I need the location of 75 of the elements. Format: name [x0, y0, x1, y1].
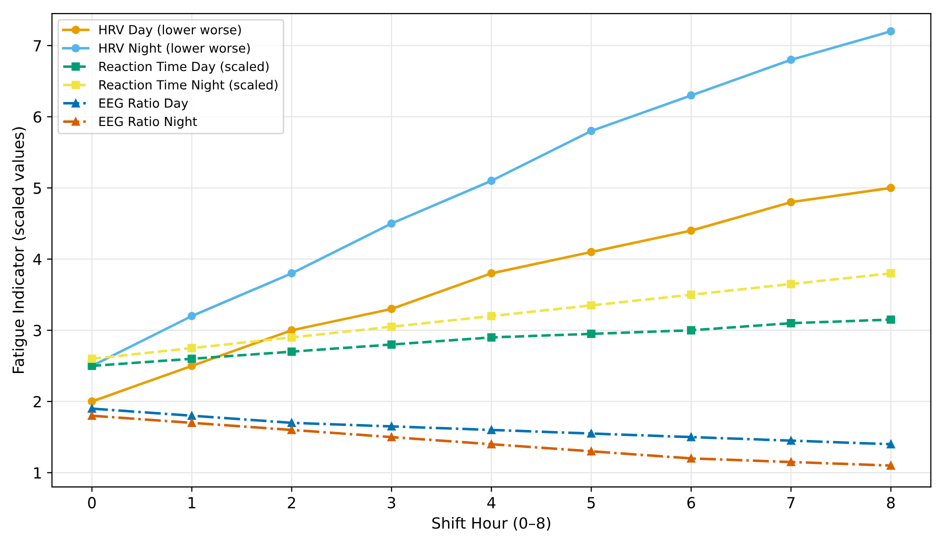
point: [188, 344, 196, 352]
x-tick-label: 3: [388, 496, 396, 508]
point: [487, 426, 496, 434]
point: [786, 319, 796, 328]
x-tick-label: 8: [887, 496, 895, 508]
legend-label: HRV Night (lower worse): [99, 43, 250, 56]
point: [686, 454, 696, 463]
point: [686, 226, 696, 235]
point: [387, 219, 396, 228]
point: [786, 280, 796, 288]
x-tick-label: 5: [588, 497, 595, 508]
point: [188, 354, 196, 363]
point: [188, 418, 196, 427]
point: [387, 322, 396, 331]
point: [387, 432, 396, 442]
legend-label: Reaction Time Night (scaled): [99, 80, 278, 92]
point: [686, 91, 696, 100]
point: [387, 340, 396, 349]
point: [886, 461, 896, 470]
y-tick-label: 2: [34, 396, 41, 408]
point: [88, 412, 96, 420]
point: [188, 362, 196, 370]
x-tick-label: 1: [188, 497, 196, 508]
point: [487, 312, 496, 320]
legend-label: HRV Day (lower worse): [99, 24, 241, 37]
point: [786, 458, 796, 466]
x-tick-label: 6: [687, 496, 696, 508]
y-tick-label: 3: [34, 324, 42, 336]
point: [88, 397, 96, 406]
x-tick-label: 4: [487, 497, 496, 508]
x-tick-label: 2: [288, 496, 295, 508]
point: [487, 176, 496, 185]
y-axis-title: Fatigue Indicator (scaled values): [12, 127, 27, 373]
point: [786, 56, 796, 64]
y-tick-label: 6: [34, 111, 42, 123]
point: [287, 333, 296, 342]
point: [686, 432, 696, 442]
point: [88, 404, 96, 413]
y-tick-label: 5: [34, 182, 41, 194]
point: [886, 269, 896, 278]
y-tick-label: 1: [34, 467, 41, 478]
point: [886, 440, 896, 448]
point: [587, 330, 596, 338]
point: [287, 347, 296, 356]
point: [886, 315, 896, 324]
x-tick-label: 0: [88, 496, 96, 508]
point: [287, 269, 296, 278]
point: [686, 290, 696, 299]
point: [188, 412, 196, 420]
point: [587, 126, 596, 136]
point: [587, 429, 596, 438]
x-tick-label: 7: [787, 497, 795, 508]
legend-label: EEG Ratio Night: [99, 116, 198, 129]
x-axis-title: Shift Hour (0–8): [432, 516, 550, 531]
point: [287, 418, 296, 427]
point: [587, 447, 596, 456]
point: [487, 333, 496, 342]
point: [387, 304, 396, 314]
point: [587, 301, 596, 310]
point: [287, 426, 296, 434]
point: [786, 198, 796, 206]
point: [686, 326, 696, 334]
legend-label: EEG Ratio Day: [99, 98, 188, 110]
point: [188, 312, 196, 320]
y-tick-label: 4: [33, 254, 42, 265]
point: [786, 436, 796, 445]
point: [886, 184, 896, 192]
point: [387, 422, 396, 431]
point: [886, 27, 896, 36]
point: [487, 269, 496, 278]
point: [587, 248, 596, 256]
point: [487, 440, 496, 448]
legend-label: Reaction Time Day (scaled): [99, 61, 269, 74]
y-tick-label: 7: [34, 40, 41, 52]
point: [88, 354, 96, 363]
